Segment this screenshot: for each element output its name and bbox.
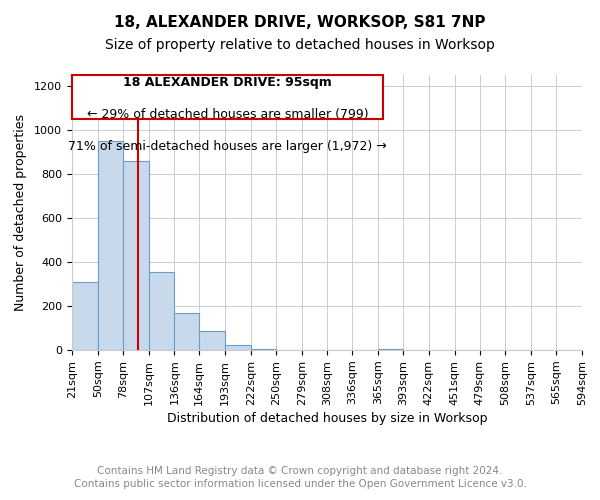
Bar xyxy=(72,282,98,350)
Text: 71% of semi-detached houses are larger (1,972) →: 71% of semi-detached houses are larger (… xyxy=(68,140,386,152)
Bar xyxy=(225,344,251,350)
Text: Contains HM Land Registry data © Crown copyright and database right 2024.: Contains HM Land Registry data © Crown c… xyxy=(97,466,503,476)
Text: Contains public sector information licensed under the Open Government Licence v3: Contains public sector information licen… xyxy=(74,479,526,489)
Y-axis label: Number of detached properties: Number of detached properties xyxy=(14,114,27,311)
Bar xyxy=(123,161,149,350)
Text: ← 29% of detached houses are smaller (799): ← 29% of detached houses are smaller (79… xyxy=(86,108,368,121)
FancyBboxPatch shape xyxy=(72,75,383,119)
Bar xyxy=(98,141,123,350)
Bar xyxy=(149,272,175,350)
Text: Size of property relative to detached houses in Worksop: Size of property relative to detached ho… xyxy=(105,38,495,52)
Bar xyxy=(378,349,403,350)
Text: 18, ALEXANDER DRIVE, WORKSOP, S81 7NP: 18, ALEXANDER DRIVE, WORKSOP, S81 7NP xyxy=(114,15,486,30)
Bar xyxy=(251,349,276,350)
X-axis label: Distribution of detached houses by size in Worksop: Distribution of detached houses by size … xyxy=(167,412,487,425)
Bar xyxy=(175,312,199,350)
Text: 18 ALEXANDER DRIVE: 95sqm: 18 ALEXANDER DRIVE: 95sqm xyxy=(123,76,332,90)
Bar xyxy=(199,332,225,350)
